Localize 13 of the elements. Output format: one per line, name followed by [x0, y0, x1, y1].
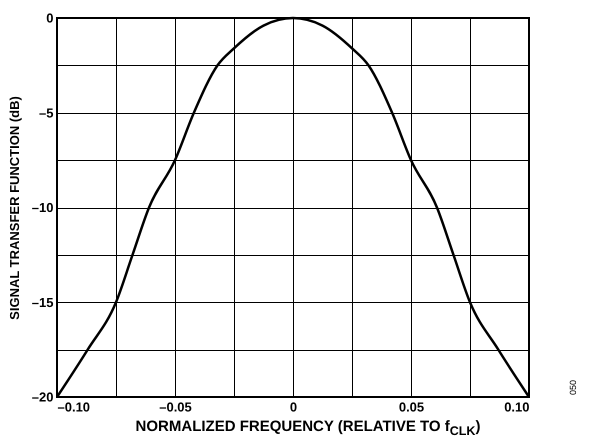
x-tick-label: 0 [290, 400, 298, 414]
y-tick-label: –5 [39, 105, 54, 120]
text: 050 [568, 380, 578, 395]
y-tick-label: –10 [32, 200, 54, 215]
x-tick-label: –0.05 [159, 400, 192, 414]
y-tick-label: –20 [32, 390, 54, 404]
x-tick-label: 0.05 [398, 400, 424, 414]
x-axis-title: NORMALIZED FREQUENCY (RELATIVE TO f$_{CLK}$) [134, 418, 482, 438]
y-tick-label: –15 [32, 294, 54, 310]
y-tick-label: 0 [46, 10, 54, 26]
x-tick-label: 0.10 [504, 400, 530, 414]
y-axis-title: SIGNAL TRANSFER FUNCTION (dB) [6, 96, 22, 320]
x-tick-label: –0.10 [58, 400, 90, 414]
